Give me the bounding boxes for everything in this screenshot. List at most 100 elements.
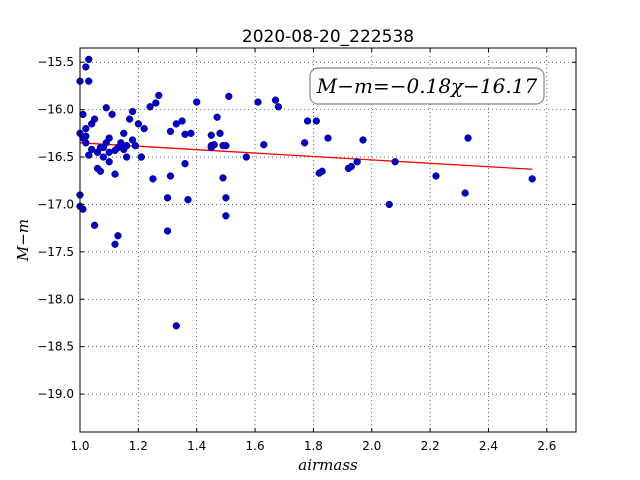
tick-marks (79, 48, 576, 432)
data-point (163, 227, 172, 235)
data-point (111, 146, 119, 155)
data-point (82, 132, 90, 140)
data-point (166, 127, 175, 136)
data-point (184, 196, 192, 204)
data-point (222, 212, 230, 220)
data-point (225, 92, 233, 101)
y-tick-label: −16.5 (37, 150, 74, 164)
data-point (260, 141, 268, 149)
data-point (85, 77, 93, 85)
data-point (131, 142, 140, 150)
data-point (90, 221, 99, 229)
data-points (76, 55, 536, 330)
data-point (172, 120, 180, 128)
data-point (312, 117, 320, 125)
data-point (219, 174, 227, 182)
data-point (123, 153, 131, 161)
y-tick-label: −18.0 (37, 292, 74, 306)
x-tick-label: 2.0 (362, 439, 381, 453)
data-point (318, 167, 326, 175)
data-point (324, 134, 332, 142)
x-tick-label: 2.4 (479, 439, 498, 453)
data-point (108, 110, 116, 119)
data-point (178, 117, 186, 125)
data-point (213, 113, 221, 121)
data-point (128, 107, 137, 116)
data-point (163, 194, 172, 202)
data-point (79, 110, 87, 119)
data-point (93, 164, 102, 173)
data-point (114, 232, 122, 240)
data-point (155, 91, 163, 100)
y-axis-label: M−m (14, 219, 32, 262)
data-point (432, 172, 440, 180)
x-tick-label: 1.2 (129, 439, 148, 453)
data-point (301, 139, 309, 147)
fit-line-layer (79, 142, 533, 170)
data-point (222, 194, 230, 202)
fit-annotation-box: M−m=−0.18χ−16.17 (309, 67, 545, 105)
data-point (172, 322, 180, 330)
data-point (111, 240, 119, 248)
fit-line (79, 142, 533, 170)
data-point (216, 129, 224, 137)
y-tick-label: −18.5 (37, 340, 74, 354)
y-tick-label: −16.0 (37, 103, 74, 117)
data-point (166, 172, 175, 180)
x-tick-label: 1.4 (187, 439, 206, 453)
x-tick-label: 2.6 (537, 439, 556, 453)
data-point (82, 139, 90, 147)
data-point (461, 189, 469, 197)
data-point (353, 158, 361, 166)
data-point (359, 136, 367, 144)
data-point (85, 151, 93, 159)
data-point (219, 142, 227, 150)
annotation-box (309, 67, 545, 105)
data-point (207, 131, 215, 139)
data-point (82, 63, 90, 71)
data-point (128, 136, 137, 144)
data-point (528, 175, 536, 183)
data-point (125, 115, 134, 123)
data-point (207, 143, 215, 152)
data-point (303, 117, 312, 125)
data-point (99, 153, 107, 161)
x-tick-label: 1.6 (246, 439, 265, 453)
data-point (85, 55, 93, 64)
y-tick-label: −19.0 (37, 387, 74, 401)
data-point (137, 153, 145, 161)
data-point (90, 115, 99, 123)
data-point (82, 124, 90, 133)
data-point (254, 98, 262, 106)
y-tick-labels: −15.5 −16.0 −16.5 −17.0 −17.5 −18.0 −18.5 −19.0 (37, 55, 74, 401)
data-point (117, 142, 125, 150)
data-point (193, 98, 201, 106)
data-point (152, 99, 160, 107)
data-point (134, 120, 143, 128)
y-tick-label: −17.0 (37, 197, 74, 211)
x-tick-label: 1.8 (304, 439, 323, 453)
data-point (242, 153, 250, 161)
data-point (385, 200, 393, 209)
x-axis-label: airmass (298, 456, 358, 474)
data-point (96, 143, 105, 152)
fit-equation: M−m=−0.18χ−16.17 (316, 74, 538, 98)
data-point (88, 145, 96, 154)
y-tick-label: −15.5 (37, 55, 74, 69)
data-point (181, 160, 189, 168)
data-point (102, 104, 110, 112)
data-point (105, 158, 113, 166)
x-tick-labels: 1.0 1.2 1.4 1.6 1.8 2.0 2.2 2.4 2.6 (70, 439, 556, 453)
data-point (105, 134, 113, 142)
data-point (271, 96, 280, 104)
data-point (391, 158, 399, 166)
y-tick-label: −17.5 (37, 245, 74, 259)
data-point (140, 124, 148, 133)
data-point (120, 129, 128, 137)
chart-title: 2020-08-20_222538 (242, 27, 414, 47)
x-tick-label: 2.2 (421, 439, 440, 453)
data-point (347, 162, 355, 171)
data-point (181, 130, 189, 138)
data-point (149, 175, 157, 183)
